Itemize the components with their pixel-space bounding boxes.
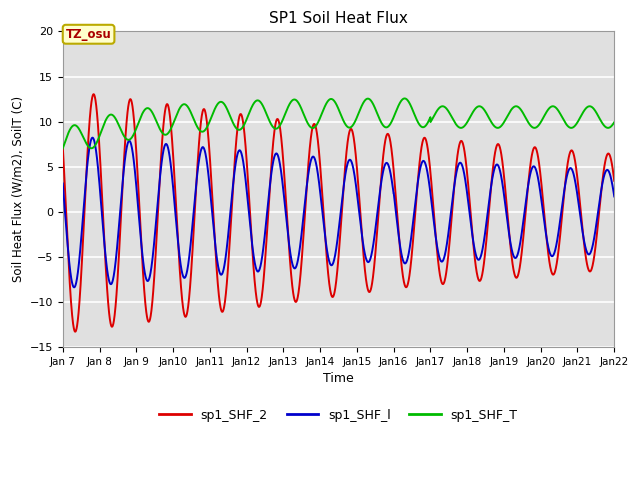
X-axis label: Time: Time — [323, 372, 354, 385]
Title: SP1 Soil Heat Flux: SP1 Soil Heat Flux — [269, 11, 408, 26]
Text: TZ_osu: TZ_osu — [66, 28, 111, 41]
Y-axis label: Soil Heat Flux (W/m2), SoilT (C): Soil Heat Flux (W/m2), SoilT (C) — [11, 96, 24, 282]
Legend: sp1_SHF_2, sp1_SHF_l, sp1_SHF_T: sp1_SHF_2, sp1_SHF_l, sp1_SHF_T — [154, 404, 523, 427]
